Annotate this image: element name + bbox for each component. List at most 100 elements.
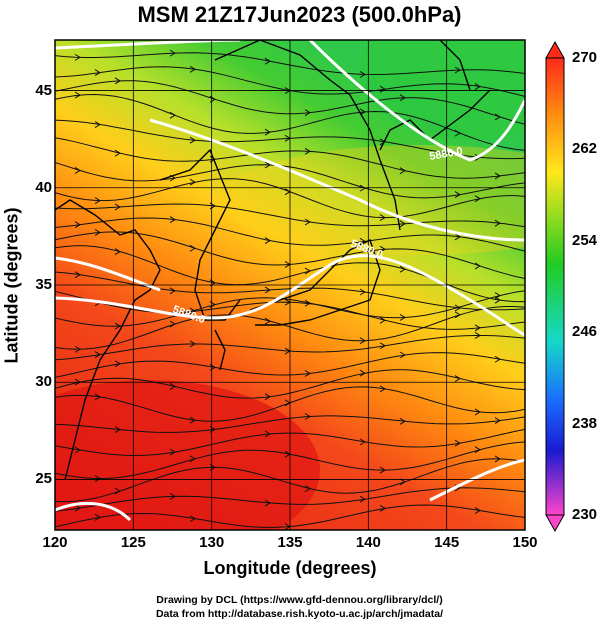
- streamline-arrow: [359, 337, 366, 345]
- y-tick-label: 40: [35, 178, 52, 196]
- x-tick-label: 150: [512, 534, 538, 551]
- map-title: MSM 21Z17Jun2023 (500.0hPa): [137, 2, 462, 27]
- streamline-arrow: [494, 113, 501, 121]
- colorbar-top-arrow: [545, 40, 565, 59]
- y-tick-label: 35: [35, 276, 52, 293]
- y-axis-label: Latitude (degrees): [1, 207, 22, 364]
- streamline-arrow: [114, 426, 121, 434]
- y-tick-label: 30: [35, 373, 52, 391]
- streamline-arrow: [494, 296, 501, 304]
- streamline-arrow: [474, 408, 481, 416]
- streamline-arrow: [264, 237, 271, 244]
- streamline-arrow: [399, 314, 406, 321]
- streamline-arrow: [399, 417, 406, 425]
- x-tick-label: 120: [42, 534, 68, 551]
- streamline-arrow: [304, 370, 311, 377]
- streamline-arrow: [399, 220, 406, 228]
- streamline-arrow: [474, 195, 481, 203]
- streamline-arrow: [264, 286, 271, 294]
- streamline-arrow: [94, 351, 101, 359]
- streamline-arrow: [189, 244, 196, 252]
- streamline-arrow: [359, 237, 366, 245]
- streamline-arrow: [474, 262, 481, 270]
- streamline-arrow: [399, 265, 406, 273]
- streamline-arrow: [264, 393, 271, 401]
- streamline-arrow: [189, 136, 196, 144]
- x-tick-label: 145: [434, 534, 460, 551]
- y-tick-label: 25: [35, 470, 52, 488]
- colorbar-tick-label: 254: [572, 231, 598, 249]
- colorbar-scale: [545, 57, 565, 516]
- streamline-arrow: [454, 439, 461, 447]
- colorbar-bottom-arrow: [545, 514, 565, 533]
- streamline-arrow: [474, 324, 481, 332]
- streamline-arrow: [494, 417, 501, 425]
- colorbar-tick-label: 238: [572, 414, 598, 432]
- streamline-arrow: [304, 267, 311, 275]
- x-tick-label: 130: [199, 534, 225, 551]
- streamline-arrow: [474, 83, 481, 91]
- streamline-arrow: [189, 455, 196, 463]
- streamline-arrow: [189, 340, 196, 348]
- streamline-arrow: [494, 172, 501, 180]
- streamline-arrow: [74, 504, 81, 512]
- streamline-arrow: [494, 219, 501, 227]
- streamline-arrow: [474, 332, 481, 339]
- streamline-arrow: [169, 216, 176, 224]
- streamline-arrow: [454, 191, 461, 199]
- streamline-arrow: [169, 448, 176, 456]
- streamline-arrow: [264, 161, 271, 169]
- streamline-arrow: [454, 311, 461, 319]
- streamline-arrow: [304, 299, 311, 307]
- streamline-arrow: [114, 77, 121, 85]
- streamline-arrow: [359, 369, 366, 377]
- x-tick-label: 140: [355, 534, 381, 551]
- streamline-arrow: [74, 53, 81, 61]
- streamline-arrow: [399, 94, 406, 102]
- streamline-arrow: [189, 307, 196, 315]
- warm-patch: [55, 380, 320, 530]
- streamline-arrow: [114, 203, 121, 211]
- streamline-arrow: [74, 271, 81, 279]
- streamline-arrow: [94, 475, 101, 483]
- colorbar-tick-label: 262: [572, 140, 598, 158]
- streamline-arrow: [94, 197, 101, 205]
- streamline-arrow: [454, 375, 461, 382]
- streamline-arrow: [399, 167, 406, 175]
- streamline-arrow: [74, 91, 81, 99]
- streamline-arrow: [94, 69, 101, 77]
- streamline-arrow: [379, 504, 386, 512]
- streamline-arrow: [454, 233, 461, 241]
- grid-lines: [55, 40, 525, 530]
- streamline-arrow: [454, 66, 461, 74]
- streamline-arrow: [169, 287, 176, 295]
- streamline-arrow: [379, 466, 386, 474]
- streamline-arrow: [74, 221, 81, 229]
- streamline-arrow: [399, 351, 406, 359]
- streamline-arrow: [454, 129, 461, 137]
- streamline-arrow: [264, 128, 271, 136]
- colorbar: [545, 40, 565, 533]
- streamline-arrow: [114, 322, 121, 330]
- streamline-arrow: [169, 383, 176, 390]
- plot-frame: [54, 39, 526, 531]
- streamline-arrow: [494, 292, 501, 299]
- streamline-arrow: [74, 446, 81, 454]
- cool-lobe: [360, 40, 525, 140]
- streamline-arrow: [304, 218, 311, 226]
- streamline-arrow: [264, 57, 271, 65]
- colorbar-tick-label: 270: [572, 49, 598, 66]
- colorbar-tick-label: 230: [572, 506, 598, 523]
- streamline-arrow: [454, 304, 461, 312]
- streamline-arrow: [189, 416, 196, 424]
- streamline-arrow: [474, 153, 481, 161]
- y-tick-label: 45: [35, 81, 52, 99]
- x-axis-label: Longitude (degrees): [203, 558, 377, 578]
- streamline-arrow: [264, 317, 271, 325]
- streamline-arrow: [379, 214, 386, 222]
- credit-line-1: Drawing by DCL (https://www.gfd-dennou.o…: [156, 594, 443, 606]
- streamline-arrow: [169, 320, 176, 328]
- streamline-arrow: [94, 513, 101, 521]
- streamline-arrow: [114, 360, 121, 368]
- colorbar-tick-label: 246: [572, 323, 598, 341]
